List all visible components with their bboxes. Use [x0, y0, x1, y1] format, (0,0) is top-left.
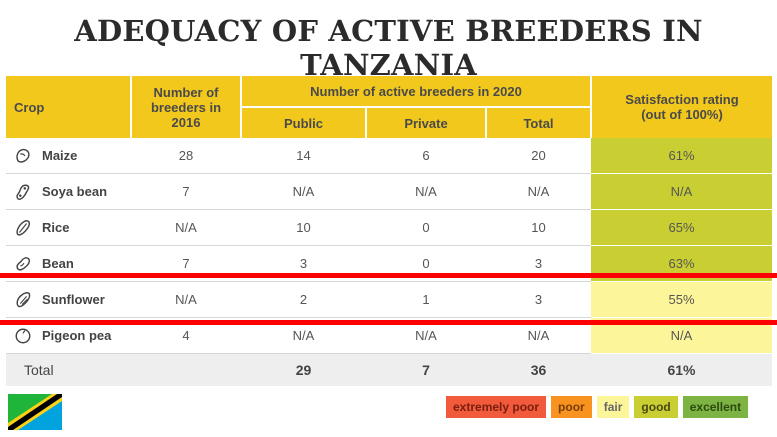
breeders-2016: 7: [131, 173, 241, 210]
header-satisfaction: Satisfaction rating (out of 100%): [591, 76, 772, 138]
page-title: ADEQUACY OF ACTIVE BREEDERS IN TANZANIA: [74, 14, 703, 82]
crop-name: Soya bean: [42, 184, 108, 199]
public-count: 10: [241, 209, 366, 246]
public-count: 14: [241, 138, 366, 174]
satisfaction-rating: 65%: [591, 209, 772, 246]
crop-name: Sunflower: [42, 292, 105, 307]
satisfaction-rating: 55%: [591, 281, 772, 318]
header-private: Private: [366, 107, 487, 138]
header-breeders-2016: Number of breeders in 2016: [131, 76, 242, 138]
maize-icon: [16, 148, 30, 163]
crop-name: Maize: [42, 148, 78, 163]
highlight-line-bottom: [0, 320, 777, 325]
highlight-line-top: [0, 273, 777, 278]
total-count: 3: [486, 281, 591, 318]
public-count: 2: [241, 281, 366, 318]
header-crop: Crop: [6, 76, 132, 138]
crop-name: Rice: [42, 220, 70, 235]
satisfaction-rating: 61%: [591, 138, 772, 174]
public-count: N/A: [241, 173, 366, 210]
header-public: Public: [241, 107, 367, 138]
pigeon-pea-icon: [15, 328, 31, 343]
legend-excellent: excellent: [682, 396, 749, 418]
breeders-table: Crop Number of breeders in 2016 Number o…: [6, 76, 772, 386]
legend-poor: poor: [551, 396, 592, 418]
total-label: Total: [6, 353, 131, 386]
sunflower-seed-icon: [16, 291, 31, 307]
bean-icon: [16, 256, 31, 271]
legend-fair: fair: [596, 396, 630, 418]
private-count: 1: [366, 281, 486, 318]
total-public: 29: [241, 353, 366, 386]
rice-icon: [16, 219, 31, 236]
private-count: 0: [366, 209, 486, 246]
table-row: Sunflower N/A 2 1 3 55%: [6, 281, 772, 318]
header-total: Total: [486, 107, 592, 138]
soya-bean-icon: [16, 184, 30, 200]
tanzania-flag-icon: [8, 394, 62, 430]
crop-name: Bean: [42, 256, 74, 271]
total-breeders-2016: [131, 353, 241, 386]
crop-name: Pigeon pea: [42, 328, 112, 343]
total-count: 20: [486, 138, 591, 174]
total-count: N/A: [486, 173, 591, 210]
breeders-2016: N/A: [131, 209, 241, 246]
legend-extremely-poor: extremely poor: [446, 396, 547, 418]
private-count: N/A: [366, 173, 486, 210]
breeders-2016: 28: [131, 138, 241, 174]
table-row: Soya bean 7 N/A N/A N/A N/A: [6, 173, 772, 210]
total-rating: 61%: [591, 353, 772, 386]
table-row: Maize 28 14 6 20 61%: [6, 138, 772, 174]
private-count: 6: [366, 138, 486, 174]
legend-good: good: [634, 396, 678, 418]
total-total: 36: [486, 353, 591, 386]
total-row: Total 29 7 36 61%: [6, 353, 772, 386]
total-count: 10: [486, 209, 591, 246]
rating-legend: extremely poor poor fair good excellent: [446, 396, 749, 418]
header-active-2020: Number of active breeders in 2020: [241, 76, 592, 108]
total-private: 7: [366, 353, 486, 386]
table-row: Rice N/A 10 0 10 65%: [6, 209, 772, 246]
breeders-2016: N/A: [131, 281, 241, 318]
satisfaction-rating: N/A: [591, 173, 772, 210]
